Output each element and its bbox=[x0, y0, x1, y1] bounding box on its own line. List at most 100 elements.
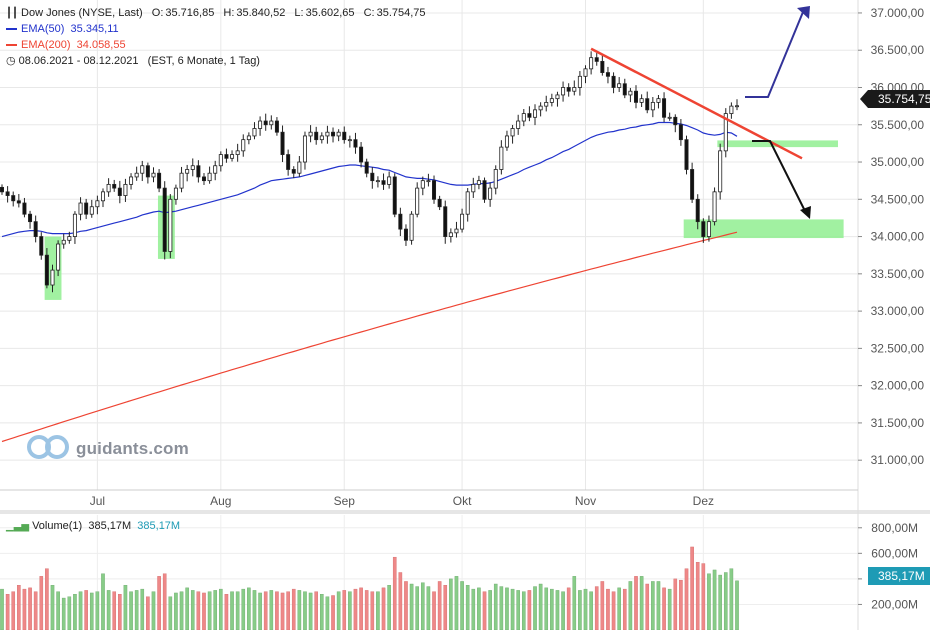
candle-up bbox=[583, 68, 588, 77]
volume-bar-up bbox=[303, 591, 307, 630]
candle bbox=[656, 95, 661, 109]
high-label: H: bbox=[223, 7, 235, 19]
candle-down bbox=[201, 176, 206, 182]
volume-bar-up bbox=[555, 590, 560, 630]
volume-bar-up bbox=[179, 591, 184, 630]
candle bbox=[706, 215, 711, 242]
volume-bar-up bbox=[465, 585, 470, 630]
candle-up bbox=[544, 101, 549, 107]
candle-up bbox=[549, 98, 554, 103]
candle-up bbox=[258, 120, 263, 129]
volume-bar-up bbox=[639, 576, 644, 630]
volume-bar-down bbox=[611, 591, 616, 630]
candle bbox=[50, 264, 55, 293]
resistance-zone bbox=[717, 140, 838, 148]
candle-up bbox=[718, 150, 723, 193]
candle bbox=[308, 125, 313, 143]
candle bbox=[415, 182, 420, 218]
volume-bar-up bbox=[421, 582, 425, 630]
candle bbox=[611, 72, 616, 94]
candle-up bbox=[589, 57, 594, 70]
volume-bar-down bbox=[634, 576, 638, 630]
y-tick-label: 35.000,00 bbox=[871, 155, 925, 169]
candle bbox=[140, 160, 145, 182]
candle-down bbox=[381, 180, 386, 185]
candle-down bbox=[286, 154, 291, 170]
volume-bar-up bbox=[219, 588, 223, 630]
candle bbox=[465, 188, 470, 222]
candle bbox=[336, 129, 341, 142]
candle-up bbox=[415, 187, 420, 215]
candle bbox=[516, 114, 521, 135]
candle bbox=[342, 126, 347, 144]
volume-bar-up bbox=[140, 588, 145, 630]
volume-bar-up bbox=[387, 585, 391, 630]
candle bbox=[162, 181, 167, 260]
candle bbox=[106, 178, 111, 197]
volume-bar-down bbox=[381, 587, 386, 630]
volume-bar-up bbox=[73, 594, 77, 630]
candle bbox=[645, 91, 650, 114]
candle-up bbox=[252, 128, 257, 137]
volume-bar-up bbox=[213, 590, 218, 630]
guidants-logo-icon bbox=[26, 434, 70, 465]
candle-up bbox=[72, 213, 77, 237]
candle bbox=[11, 191, 16, 207]
candle-down bbox=[224, 154, 229, 159]
candle-up bbox=[471, 183, 476, 193]
ema200-value: 34.058,55 bbox=[76, 39, 126, 51]
ema50-swatch bbox=[6, 28, 17, 31]
candle-down bbox=[39, 236, 44, 256]
candle bbox=[577, 71, 582, 96]
candle bbox=[78, 197, 83, 221]
bearish-arrow bbox=[752, 140, 807, 214]
candle bbox=[218, 151, 223, 172]
candle-up bbox=[735, 105, 740, 108]
volume-bar-up bbox=[258, 592, 262, 630]
volume-bar-down bbox=[695, 562, 700, 630]
y-tick-label: 34.000,00 bbox=[871, 230, 925, 244]
candle-down bbox=[274, 120, 279, 133]
candle bbox=[504, 130, 509, 151]
candle bbox=[16, 194, 21, 208]
volume-bar-down bbox=[314, 591, 318, 630]
volume-bar-up bbox=[521, 591, 526, 630]
candle bbox=[605, 66, 610, 84]
candle bbox=[409, 211, 414, 245]
candle-down bbox=[112, 183, 117, 189]
candle bbox=[224, 148, 229, 163]
date-range: 08.06.2021 - 08.12.2021 bbox=[18, 55, 139, 67]
candle-down bbox=[364, 161, 369, 174]
candle-up bbox=[347, 139, 352, 142]
ema200-legend: EMA(200) 34.058,55 bbox=[6, 38, 126, 52]
ema50-path bbox=[1, 121, 738, 238]
candle-up bbox=[516, 120, 521, 129]
candle bbox=[207, 166, 212, 184]
x-tick-label: Dez bbox=[693, 494, 714, 508]
volume-bar-up bbox=[707, 573, 711, 630]
candle-up bbox=[230, 154, 235, 159]
candle-down bbox=[291, 169, 296, 174]
volume-bar-down bbox=[690, 546, 694, 630]
candle bbox=[735, 99, 740, 111]
candle bbox=[39, 232, 44, 260]
candle-down bbox=[622, 83, 627, 96]
candle bbox=[179, 166, 184, 193]
candle bbox=[375, 176, 380, 188]
candle bbox=[398, 207, 403, 237]
candle-up bbox=[67, 236, 72, 241]
candle-up bbox=[510, 128, 515, 137]
candle-down bbox=[662, 98, 667, 118]
candle bbox=[325, 125, 330, 144]
volume-bar-down bbox=[701, 563, 706, 630]
candle bbox=[33, 215, 38, 243]
candle bbox=[72, 211, 77, 244]
instrument-label: Dow Jones (NYSE, Last) bbox=[21, 7, 143, 19]
range-info: (EST, 6 Monate, 1 Tag) bbox=[147, 55, 260, 67]
volume-badge-value: 385,17M bbox=[878, 569, 925, 583]
candle-down bbox=[432, 180, 437, 200]
candle bbox=[387, 171, 392, 189]
candle bbox=[712, 187, 717, 226]
volume-bar-down bbox=[118, 594, 122, 630]
